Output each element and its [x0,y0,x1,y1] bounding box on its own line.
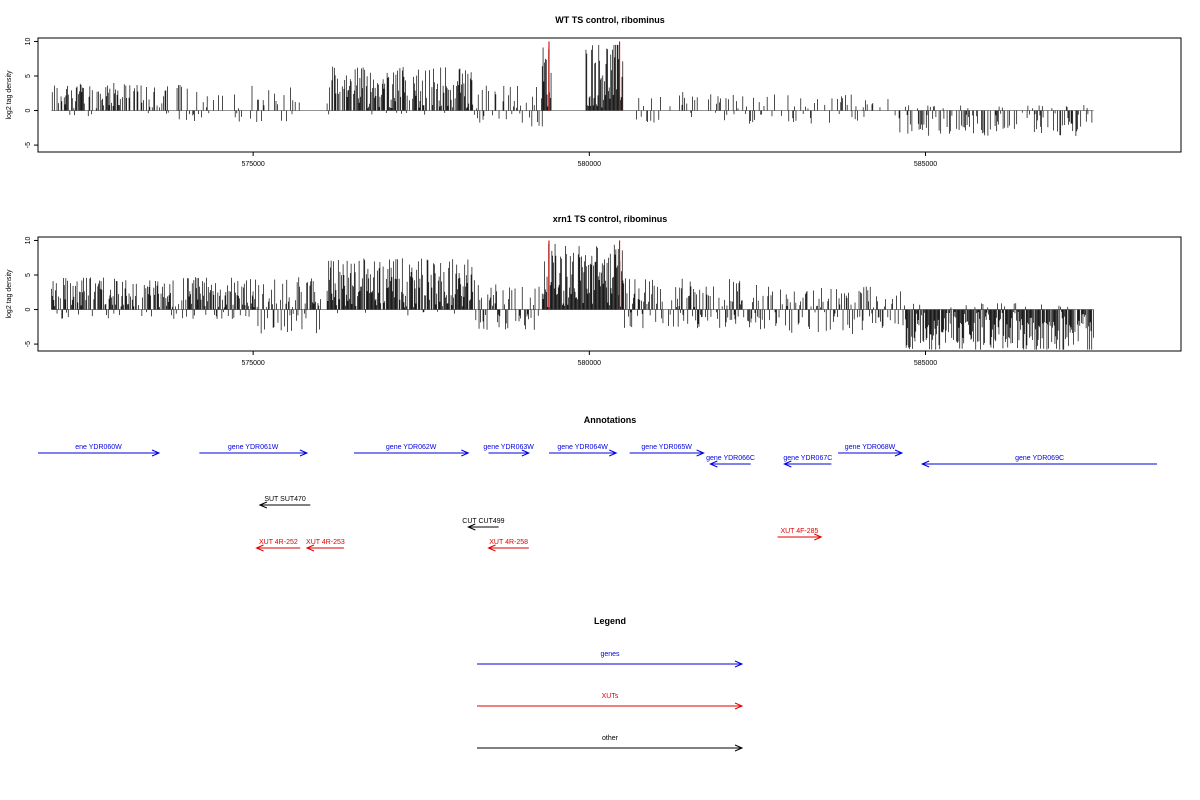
legend-item-label: other [602,735,619,742]
xrn1-y-axis-label: log2 tag density [6,269,13,319]
annotation-label: gene YDR063W [483,444,534,451]
legend-title: Legend [594,616,626,626]
wt-y-tick-label: 10 [25,37,32,45]
wt-panel-title: WT TS control, ribominus [555,15,665,25]
annotation-gene-arrow [354,449,470,457]
legend-item [477,702,744,710]
wt-plot-frame [37,37,1182,153]
annotation-label: gene YDR068W [845,444,896,451]
annotation-label: gene YDR069C [1015,455,1064,462]
xrn1-panel: xrn1 TS control, ribominus log2 tag dens… [6,214,1182,367]
legend-item-label: genes [600,651,620,658]
legend-item [477,660,744,668]
annotation-xut-arrow [255,544,301,552]
xrn1-panel-title: xrn1 TS control, ribominus [553,214,668,224]
annotations-title: Annotations [584,415,637,425]
wt-y-tick-label: 5 [25,74,32,78]
wt-x-ticks: 575000 580000 585000 [241,152,937,168]
annotation-label: CUT CUT499 [462,518,504,525]
xrn1-y-tick-label: 0 [25,307,32,311]
annotation-label: XUT 4R-253 [306,539,345,546]
xrn1-y-tick-label: -5 [25,341,32,347]
annotation-label: gene YDR066C [706,455,755,462]
annotation-label: gene YDR067C [783,455,832,462]
annotations-track: Annotations ene YDR060W gene YDR061W gene … [38,415,1157,552]
wt-x-tick-label: 575000 [241,161,264,168]
xrn1-x-ticks: 575000 580000 585000 [241,351,937,367]
xrn1-y-tick-label: 10 [25,236,32,244]
annotation-gene-arrow [629,449,705,457]
wt-y-tick-label: -5 [25,142,32,148]
annotation-label: XUT 4F-285 [780,528,818,535]
wt-x-tick-label: 585000 [914,161,937,168]
annotation-gene-arrow [38,449,161,457]
annotation-gene-arrow [783,460,832,468]
wt-y-tick-label: 0 [25,108,32,112]
xrn1-plot-frame [37,236,1182,352]
xrn1-x-tick-label: 580000 [578,360,601,367]
xrn1-x-tick-label: 585000 [914,360,937,367]
annotation-gene-arrow [838,449,904,457]
annotation-gene-arrow [199,449,309,457]
legend: Legend genes XUTs other [477,616,744,752]
annotation-label: gene YDR061W [228,444,279,451]
annotation-label: gene YDR062W [386,444,437,451]
annotation-other-arrow [258,501,311,509]
annotation-label: gene YDR065W [641,444,692,451]
annotation-gene-arrow [709,460,751,468]
legend-item-label: XUTs [602,693,619,700]
xrn1-y-ticks: -5 0 5 10 [25,236,38,347]
legend-item [477,744,744,752]
annotation-xut-arrow [487,544,529,552]
xrn1-bars [51,240,1094,350]
wt-x-tick-label: 580000 [578,161,601,168]
wt-y-axis-label: log2 tag density [6,70,13,120]
wt-bars [51,41,1094,136]
annotation-label: ene YDR060W [75,444,122,451]
xrn1-x-tick-label: 575000 [241,360,264,367]
annotation-label: gene YDR064W [557,444,608,451]
annotation-gene-arrow [920,460,1157,468]
annotation-label: SUT SUT470 [264,496,306,503]
annotation-label: XUT 4R-258 [489,539,528,546]
annotation-xut-arrow [305,544,344,552]
annotation-label: XUT 4R-252 [259,539,298,546]
annotation-gene-arrow [488,449,531,457]
legend-items: genes XUTs other [477,651,744,752]
wt-panel: WT TS control, ribominus log2 tag densit… [6,15,1182,168]
xrn1-y-tick-label: 5 [25,273,32,277]
annotation-other-arrow [467,523,499,531]
annotation-features: ene YDR060W gene YDR061W gene YDR062W gene … [38,444,1157,552]
wt-y-ticks: -5 0 5 10 [25,37,38,148]
annotation-xut-arrow [777,533,823,541]
annotation-gene-arrow [548,449,618,457]
